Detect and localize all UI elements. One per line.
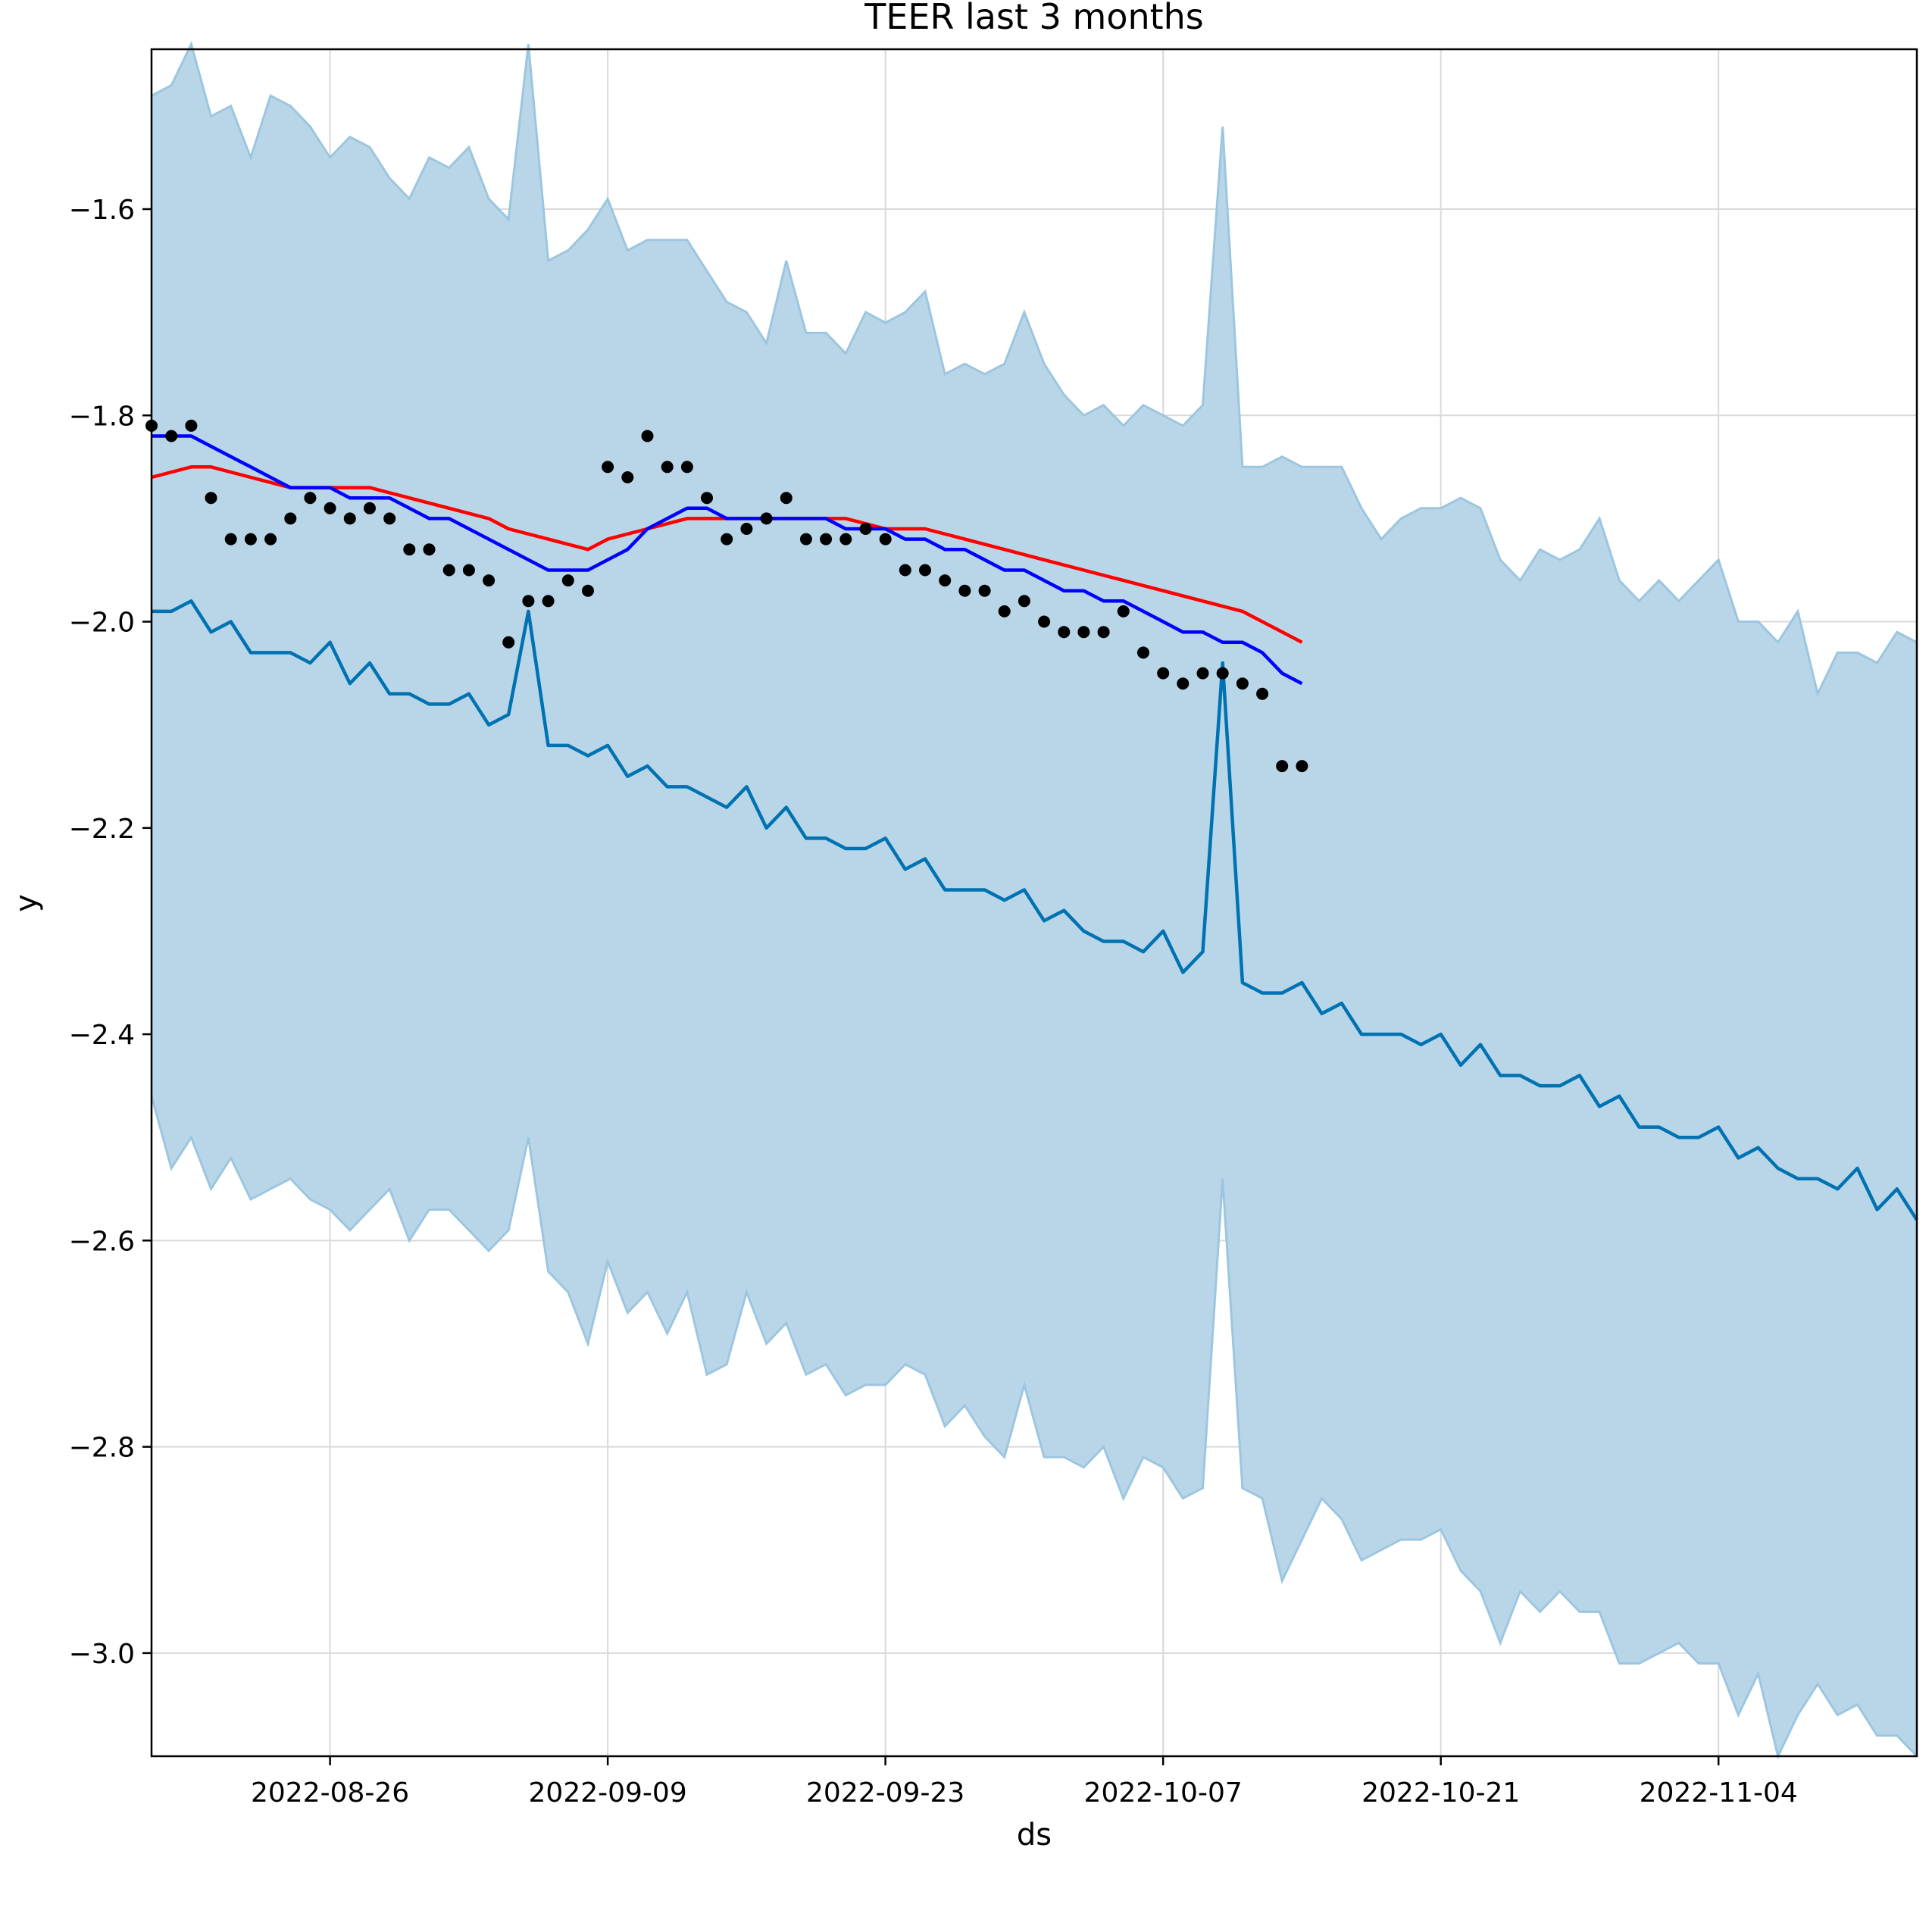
observed-point: [1117, 605, 1130, 617]
observed-point: [462, 564, 475, 577]
observed-point: [1256, 687, 1269, 700]
y-axis-ticks: −1.6 −1.8 −2.0 −2.2 −2.4 −2.6 −2.8 −3.0: [69, 195, 152, 1670]
observed-point: [1137, 646, 1149, 659]
x-axis-title: ds: [1017, 1818, 1052, 1852]
observed-point: [1018, 595, 1030, 608]
observed-point: [205, 492, 217, 505]
observed-point: [740, 523, 753, 535]
observed-point: [324, 502, 336, 514]
observed-point: [343, 512, 356, 525]
observed-point: [561, 574, 574, 587]
observed-point: [839, 533, 852, 546]
observed-point: [185, 419, 198, 432]
y-tick-label: −2.6: [69, 1226, 135, 1257]
observed-point: [304, 492, 317, 505]
x-tick-label: 2022-08-26: [251, 1777, 409, 1809]
chart-title: TEER last 3 months: [864, 0, 1204, 37]
observed-point: [423, 543, 436, 556]
y-tick-label: −1.8: [69, 401, 135, 432]
observed-point: [879, 533, 892, 546]
blue-line: [152, 434, 1303, 686]
y-tick-label: −3.0: [69, 1639, 135, 1670]
observed-point: [780, 492, 792, 505]
x-tick-label: 2022-10-21: [1361, 1777, 1520, 1809]
observed-point: [542, 595, 555, 608]
observed-point: [1038, 615, 1051, 628]
observed-point: [602, 461, 614, 474]
observed-point: [1196, 667, 1209, 680]
observed-point: [1296, 760, 1308, 773]
observed-point: [442, 564, 455, 577]
observed-point: [1157, 667, 1170, 680]
observed-point: [383, 512, 396, 525]
observed-point: [641, 430, 654, 442]
observed-point: [721, 533, 733, 546]
plot-frame: [150, 48, 1918, 1758]
observed-point: [1236, 677, 1249, 690]
y-tick-label: −1.6: [69, 195, 135, 226]
observed-point: [958, 584, 971, 597]
observed-point: [899, 564, 911, 577]
observed-point: [244, 533, 257, 546]
observed-point: [522, 595, 535, 608]
x-tick-label: 2022-11-04: [1640, 1777, 1798, 1809]
observed-point: [978, 584, 991, 597]
observed-point: [1276, 760, 1289, 773]
observed-point: [483, 574, 496, 587]
observed-point: [264, 533, 277, 546]
observed-point: [939, 574, 952, 587]
observed-point: [919, 564, 931, 577]
observed-point: [760, 512, 773, 525]
red-line: [151, 465, 1303, 644]
observed-point: [284, 512, 297, 525]
uncertainty-band: [150, 40, 1918, 1760]
observed-point: [799, 533, 812, 546]
series-lines: [151, 434, 1918, 1221]
observed-point: [680, 461, 693, 474]
observed-point: [701, 492, 713, 505]
observed-point: [859, 523, 872, 535]
observed-point: [1058, 626, 1071, 639]
x-tick-label: 2022-10-07: [1084, 1777, 1243, 1809]
band-lower-edge: [150, 1096, 1918, 1760]
observed-point: [582, 584, 594, 597]
y-tick-label: −2.0: [69, 608, 135, 639]
observed-point: [1077, 626, 1090, 639]
observed-point: [403, 543, 416, 556]
y-tick-label: −2.8: [69, 1433, 135, 1464]
observed-point: [998, 605, 1011, 617]
observed-point: [224, 533, 237, 546]
band-upper-edge: [151, 40, 1918, 698]
observed-point: [661, 461, 674, 474]
band-area: [152, 44, 1917, 1757]
observed-point: [502, 636, 515, 649]
y-axis-title: y: [9, 894, 44, 912]
y-tick-label: −2.4: [69, 1020, 135, 1051]
observed-point: [1216, 667, 1229, 680]
observed-point: [820, 533, 833, 546]
observed-point: [165, 430, 178, 442]
x-tick-label: 2022-09-23: [806, 1777, 964, 1809]
observed-point: [1097, 626, 1110, 639]
observed-points: [145, 419, 1308, 773]
observed-point: [364, 502, 376, 514]
y-tick-label: −2.2: [69, 814, 135, 845]
observed-point: [1177, 677, 1190, 690]
observed-point: [621, 471, 634, 483]
x-tick-label: 2022-09-09: [529, 1777, 687, 1809]
x-axis-ticks: 2022-08-26 2022-09-09 2022-09-23 2022-10-07…: [251, 1756, 1798, 1809]
forecast-line: [152, 599, 1918, 1221]
